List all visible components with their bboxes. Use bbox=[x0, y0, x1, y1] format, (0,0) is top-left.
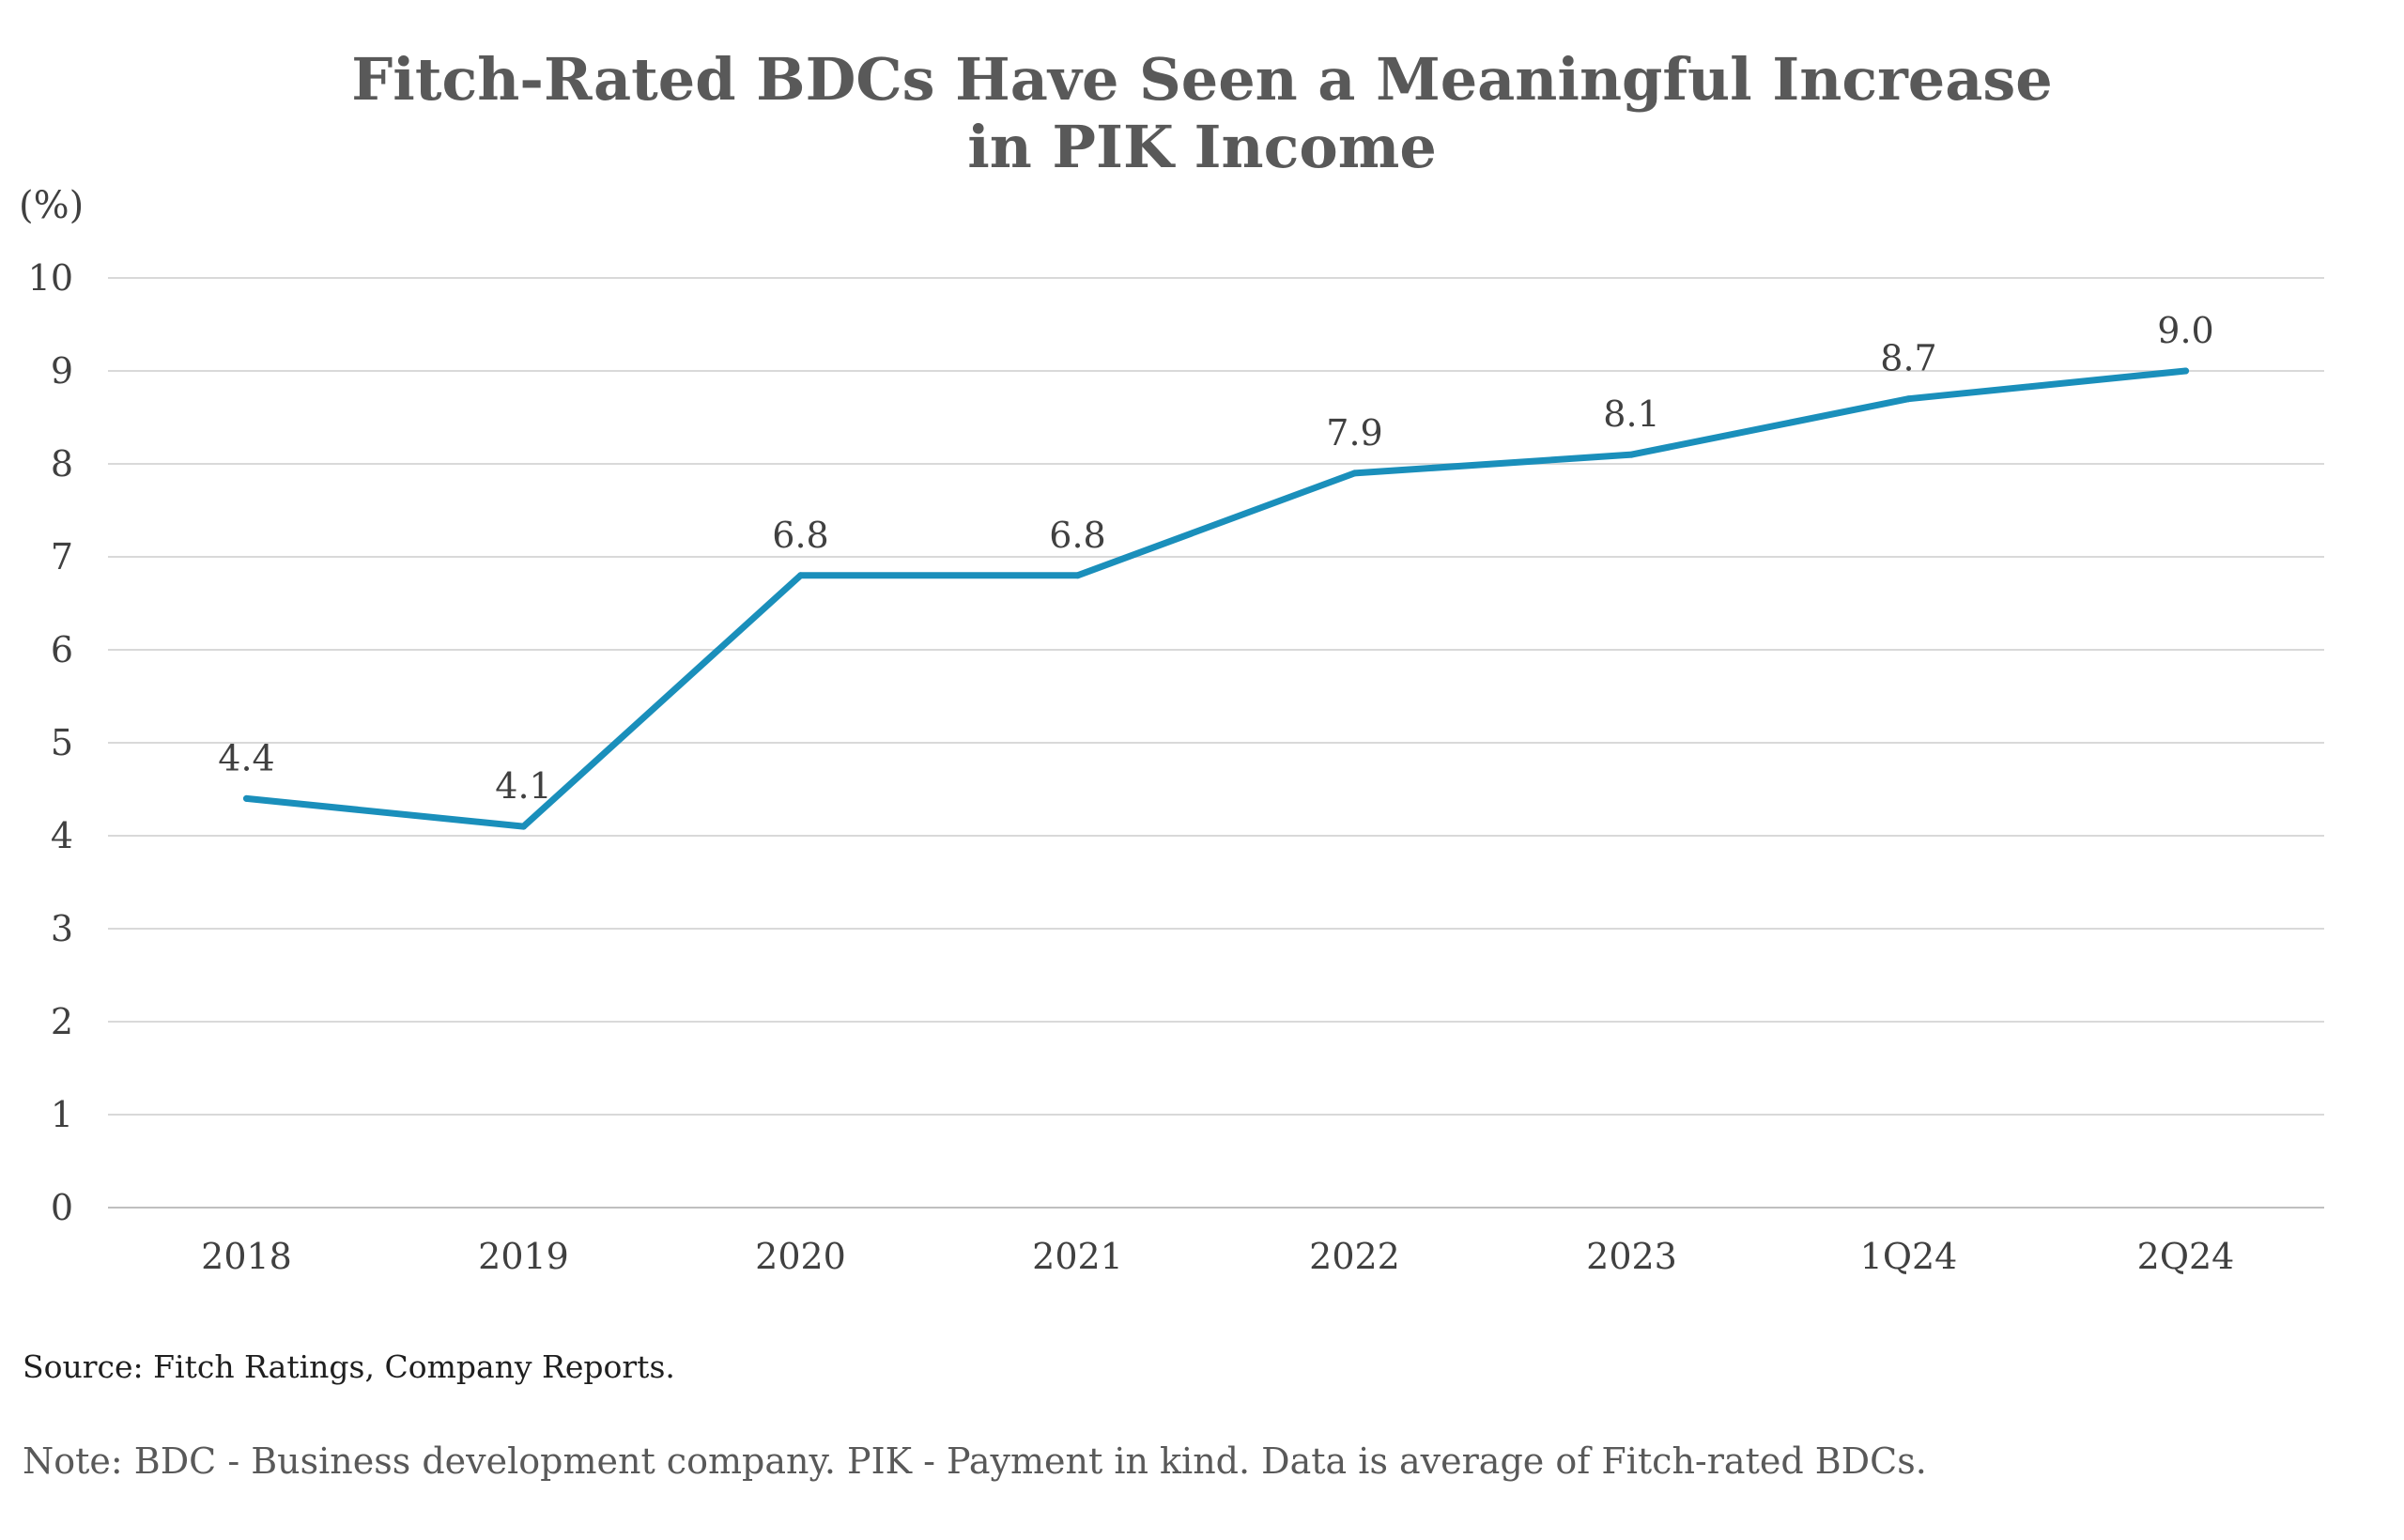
x-tick-label: 2020 bbox=[755, 1236, 846, 1277]
gridlines bbox=[108, 277, 2324, 1209]
chart-title-line-2: in PIK Income bbox=[967, 113, 1437, 181]
data-point bbox=[2182, 367, 2189, 375]
data-point bbox=[243, 794, 250, 802]
x-axis-ticks: 2018 2019 2020 2021 2022 2023 1Q24 2Q24 bbox=[201, 1236, 2234, 1277]
y-tick-label: 6 bbox=[51, 629, 73, 670]
x-tick-label: 2018 bbox=[201, 1236, 292, 1277]
data-label: 9.0 bbox=[2157, 310, 2213, 351]
chart-title-line-1: Fitch-Rated BDCs Have Seen a Meaningful … bbox=[351, 45, 2052, 114]
x-tick-label: 2019 bbox=[478, 1236, 569, 1277]
y-tick-label: 3 bbox=[51, 908, 73, 949]
y-tick-label: 5 bbox=[51, 722, 73, 763]
y-tick-label: 1 bbox=[51, 1094, 73, 1135]
data-label: 8.7 bbox=[1880, 338, 1936, 379]
y-tick-label: 8 bbox=[51, 443, 73, 485]
y-tick-label: 0 bbox=[51, 1187, 73, 1228]
y-axis-ticks: 0 1 2 3 4 5 6 7 8 9 10 bbox=[28, 257, 73, 1228]
footnote: Note: BDC - Business development company… bbox=[23, 1440, 1927, 1482]
y-axis-unit-label: (%) bbox=[19, 184, 84, 227]
x-tick-label: 2021 bbox=[1032, 1236, 1123, 1277]
data-label: 7.9 bbox=[1326, 412, 1382, 454]
x-tick-label: 2Q24 bbox=[2137, 1236, 2235, 1277]
x-tick-label: 2023 bbox=[1586, 1236, 1677, 1277]
series-group bbox=[243, 367, 2189, 830]
y-tick-label: 10 bbox=[28, 257, 73, 299]
source-note: Source: Fitch Ratings, Company Reports. bbox=[23, 1348, 675, 1385]
data-label: 4.4 bbox=[218, 737, 274, 778]
data-point bbox=[1074, 572, 1081, 579]
data-point bbox=[1628, 451, 1635, 458]
chart-title: Fitch-Rated BDCs Have Seen a Meaningful … bbox=[351, 45, 2052, 181]
data-label: 8.1 bbox=[1603, 393, 1659, 435]
series-line bbox=[243, 367, 2189, 830]
data-point bbox=[1351, 470, 1358, 477]
y-tick-label: 4 bbox=[51, 815, 73, 856]
y-tick-label: 2 bbox=[51, 1001, 73, 1042]
data-point bbox=[1905, 395, 1912, 403]
data-label: 4.1 bbox=[495, 765, 551, 807]
y-tick-label: 7 bbox=[51, 536, 73, 578]
y-tick-label: 9 bbox=[51, 350, 73, 392]
data-label: 6.8 bbox=[1049, 515, 1105, 556]
data-labels: 4.4 4.1 6.8 6.8 7.9 8.1 8.7 9.0 bbox=[218, 310, 2213, 807]
data-label: 6.8 bbox=[772, 515, 828, 556]
x-tick-label: 2022 bbox=[1309, 1236, 1400, 1277]
data-point bbox=[520, 823, 527, 830]
data-point bbox=[797, 572, 804, 579]
x-tick-label: 1Q24 bbox=[1860, 1236, 1958, 1277]
